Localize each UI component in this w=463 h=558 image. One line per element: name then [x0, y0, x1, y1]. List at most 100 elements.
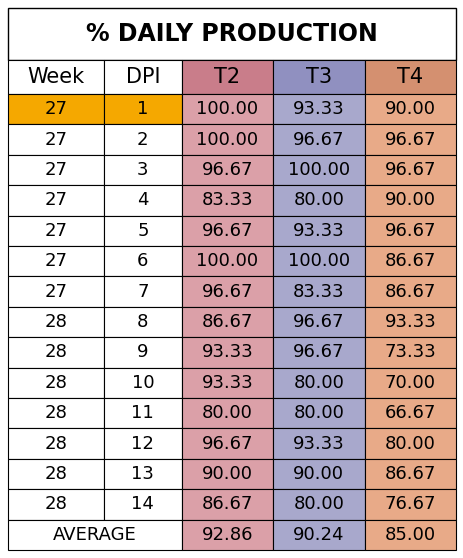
Bar	[104, 60, 181, 94]
Bar	[181, 246, 273, 276]
Text: 13: 13	[131, 465, 154, 483]
Text: 11: 11	[131, 404, 154, 422]
Bar	[181, 124, 273, 155]
Text: 100.00: 100.00	[287, 161, 349, 179]
Text: 1: 1	[137, 100, 148, 118]
Bar	[8, 215, 104, 246]
Text: 80.00: 80.00	[293, 374, 344, 392]
Bar	[181, 337, 273, 368]
Text: 4: 4	[137, 191, 148, 209]
Bar	[8, 246, 104, 276]
Bar	[273, 155, 364, 185]
Bar	[8, 398, 104, 429]
Text: 80.00: 80.00	[293, 404, 344, 422]
Bar	[273, 459, 364, 489]
Text: 90.00: 90.00	[201, 465, 252, 483]
Bar	[273, 60, 364, 94]
Bar	[364, 307, 455, 337]
Bar	[273, 368, 364, 398]
Bar	[104, 337, 181, 368]
Bar	[364, 337, 455, 368]
Text: 96.67: 96.67	[293, 313, 344, 331]
Text: 27: 27	[44, 161, 67, 179]
Text: 28: 28	[44, 465, 67, 483]
Bar	[364, 489, 455, 519]
Text: T3: T3	[305, 67, 331, 87]
Bar	[181, 429, 273, 459]
Text: 90.24: 90.24	[293, 526, 344, 544]
Bar	[273, 337, 364, 368]
Text: 96.67: 96.67	[384, 222, 435, 240]
Bar	[8, 60, 104, 94]
Bar	[8, 185, 104, 215]
Text: 70.00: 70.00	[384, 374, 435, 392]
Bar	[181, 94, 273, 124]
Text: 80.00: 80.00	[293, 191, 344, 209]
Bar	[104, 489, 181, 519]
Bar	[104, 215, 181, 246]
Text: T4: T4	[396, 67, 422, 87]
Text: 96.67: 96.67	[293, 131, 344, 148]
Text: 73.33: 73.33	[383, 343, 435, 362]
Text: 27: 27	[44, 222, 67, 240]
Text: 93.33: 93.33	[292, 222, 344, 240]
Text: 90.00: 90.00	[293, 465, 344, 483]
Text: 28: 28	[44, 313, 67, 331]
Text: 6: 6	[137, 252, 148, 270]
Bar	[104, 246, 181, 276]
Text: 93.33: 93.33	[383, 313, 435, 331]
Bar	[104, 276, 181, 307]
Bar	[8, 429, 104, 459]
Text: 28: 28	[44, 496, 67, 513]
Bar	[181, 519, 273, 550]
Bar	[181, 459, 273, 489]
Bar	[8, 519, 181, 550]
Bar	[104, 398, 181, 429]
Bar	[364, 215, 455, 246]
Bar	[104, 459, 181, 489]
Text: Week: Week	[27, 67, 84, 87]
Text: 12: 12	[131, 435, 154, 453]
Text: 28: 28	[44, 343, 67, 362]
Bar	[8, 489, 104, 519]
Text: 90.00: 90.00	[384, 100, 435, 118]
Bar	[273, 398, 364, 429]
Bar	[181, 215, 273, 246]
Text: % DAILY PRODUCTION: % DAILY PRODUCTION	[86, 22, 377, 46]
Text: 92.86: 92.86	[201, 526, 253, 544]
Bar	[181, 398, 273, 429]
Bar	[104, 307, 181, 337]
Bar	[364, 246, 455, 276]
Bar	[364, 519, 455, 550]
Text: 76.67: 76.67	[384, 496, 435, 513]
Text: 27: 27	[44, 252, 67, 270]
Bar	[104, 155, 181, 185]
Text: 28: 28	[44, 404, 67, 422]
Text: 27: 27	[44, 282, 67, 301]
Text: 9: 9	[137, 343, 148, 362]
Bar	[8, 368, 104, 398]
Bar	[273, 124, 364, 155]
Text: 83.33: 83.33	[201, 191, 253, 209]
Bar	[364, 368, 455, 398]
Bar	[364, 398, 455, 429]
Text: 86.67: 86.67	[384, 252, 435, 270]
Text: 86.67: 86.67	[201, 496, 253, 513]
Bar	[181, 307, 273, 337]
Text: 93.33: 93.33	[292, 100, 344, 118]
Bar	[8, 155, 104, 185]
Text: 5: 5	[137, 222, 148, 240]
Bar	[364, 185, 455, 215]
Text: 10: 10	[131, 374, 154, 392]
Text: 27: 27	[44, 100, 67, 118]
Text: 28: 28	[44, 435, 67, 453]
Bar	[181, 276, 273, 307]
Text: 96.67: 96.67	[293, 343, 344, 362]
Text: DPI: DPI	[125, 67, 160, 87]
Text: 96.67: 96.67	[201, 435, 253, 453]
Bar	[364, 60, 455, 94]
Bar	[273, 519, 364, 550]
Bar	[364, 429, 455, 459]
Text: 85.00: 85.00	[384, 526, 435, 544]
Bar	[181, 155, 273, 185]
